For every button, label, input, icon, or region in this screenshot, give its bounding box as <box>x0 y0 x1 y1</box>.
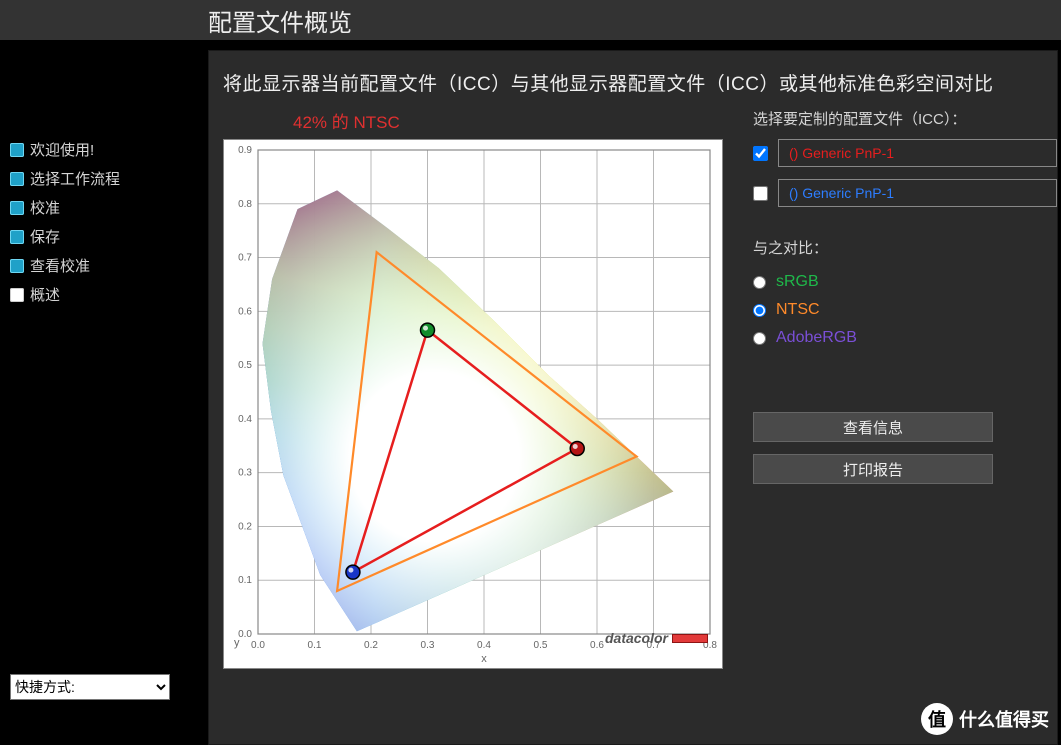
profile-row: () Generic PnP-1 <box>753 179 1057 207</box>
svg-text:0.4: 0.4 <box>238 414 252 425</box>
sidebar-item-label: 保存 <box>30 226 60 247</box>
svg-text:0.0: 0.0 <box>238 629 252 640</box>
sidebar-item[interactable]: 选择工作流程 <box>10 164 208 193</box>
svg-text:x: x <box>481 653 487 665</box>
profile-checkbox[interactable] <box>753 186 768 201</box>
main-panel: 将此显示器当前配置文件（ICC）与其他显示器配置文件（ICC）或其他标准色彩空间… <box>208 50 1058 745</box>
color-space-radio[interactable] <box>753 276 766 289</box>
sidebar-status-box <box>10 259 24 273</box>
color-space-option[interactable]: sRGB <box>753 268 1057 296</box>
svg-text:0.9: 0.9 <box>238 145 252 156</box>
sidebar-status-box <box>10 288 24 302</box>
page-title: 配置文件概览 <box>208 3 352 38</box>
color-space-label: NTSC <box>776 301 820 319</box>
sidebar-item-label: 校准 <box>30 197 60 218</box>
sidebar-item[interactable]: 查看校准 <box>10 251 208 280</box>
svg-text:y: y <box>234 637 240 649</box>
datacolor-label: datacolor <box>605 630 668 646</box>
color-space-radio[interactable] <box>753 304 766 317</box>
sidebar-status-box <box>10 230 24 244</box>
sidebar-item-label: 概述 <box>30 284 60 305</box>
svg-text:0.8: 0.8 <box>238 199 252 210</box>
svg-text:0.2: 0.2 <box>364 640 378 651</box>
color-space-option[interactable]: AdobeRGB <box>753 324 1057 352</box>
print-report-button[interactable]: 打印报告 <box>753 454 993 484</box>
profile-row: () Generic PnP-1 <box>753 139 1057 167</box>
sidebar-item-label: 选择工作流程 <box>30 168 120 189</box>
svg-text:0.2: 0.2 <box>238 521 252 532</box>
sidebar-status-box <box>10 172 24 186</box>
datacolor-badge: datacolor <box>605 630 708 646</box>
svg-text:0.5: 0.5 <box>534 640 548 651</box>
sidebar-item-label: 查看校准 <box>30 255 90 276</box>
watermark: 值 什么值得买 <box>921 703 1049 735</box>
sidebar-item[interactable]: 概述 <box>10 280 208 309</box>
view-info-button[interactable]: 查看信息 <box>753 412 993 442</box>
watermark-circle: 值 <box>921 703 953 735</box>
color-space-option[interactable]: NTSC <box>753 296 1057 324</box>
sidebar-item[interactable]: 欢迎使用! <box>10 135 208 164</box>
svg-text:0.1: 0.1 <box>308 640 322 651</box>
sidebar-item[interactable]: 保存 <box>10 222 208 251</box>
profile-checkbox[interactable] <box>753 146 768 161</box>
svg-text:0.3: 0.3 <box>421 640 435 651</box>
color-space-radio[interactable] <box>753 332 766 345</box>
svg-text:0.5: 0.5 <box>238 360 252 371</box>
sidebar-item[interactable]: 校准 <box>10 193 208 222</box>
sidebar-item-label: 欢迎使用! <box>30 139 94 160</box>
profile-select[interactable]: () Generic PnP-1 <box>778 139 1057 167</box>
svg-text:0.3: 0.3 <box>238 468 252 479</box>
title-bar: 配置文件概览 <box>0 0 1061 40</box>
svg-text:0.6: 0.6 <box>590 640 604 651</box>
sidebar: 欢迎使用! 选择工作流程校准保存查看校准概述 <box>0 40 208 745</box>
chromaticity-chart: 0.0 0.1 0.2 0.3 0.4 0.5 0.6 0.7 0.8 0.0 0.1 0.2 0.3 0… <box>223 139 723 669</box>
shortcut-block: 快捷方式: <box>10 674 170 700</box>
sidebar-status-box <box>10 201 24 215</box>
svg-text:0.4: 0.4 <box>477 640 491 651</box>
shortcut-select[interactable]: 快捷方式: <box>10 674 170 700</box>
chart-title: 42% 的 NTSC <box>223 108 733 133</box>
instruction-text: 将此显示器当前配置文件（ICC）与其他显示器配置文件（ICC）或其他标准色彩空间… <box>209 51 1057 108</box>
compare-label: 与之对比： <box>753 237 1057 258</box>
color-space-label: AdobeRGB <box>776 329 857 347</box>
svg-text:0.0: 0.0 <box>251 640 265 651</box>
sidebar-status-box <box>10 143 24 157</box>
color-space-label: sRGB <box>776 273 819 291</box>
svg-text:0.1: 0.1 <box>238 575 252 586</box>
svg-text:0.6: 0.6 <box>238 306 252 317</box>
profile-select[interactable]: () Generic PnP-1 <box>778 179 1057 207</box>
right-panel: 选择要定制的配置文件（ICC）： () Generic PnP-1 () Gene… <box>733 108 1057 669</box>
svg-text:0.7: 0.7 <box>238 253 252 264</box>
datacolor-swatch <box>672 634 708 643</box>
chart-section: 42% 的 NTSC 0.00.10.20.30.40.50.60.70.80.… <box>223 108 733 669</box>
choose-profile-label: 选择要定制的配置文件（ICC）： <box>753 108 1057 129</box>
watermark-text: 什么值得买 <box>959 706 1049 732</box>
